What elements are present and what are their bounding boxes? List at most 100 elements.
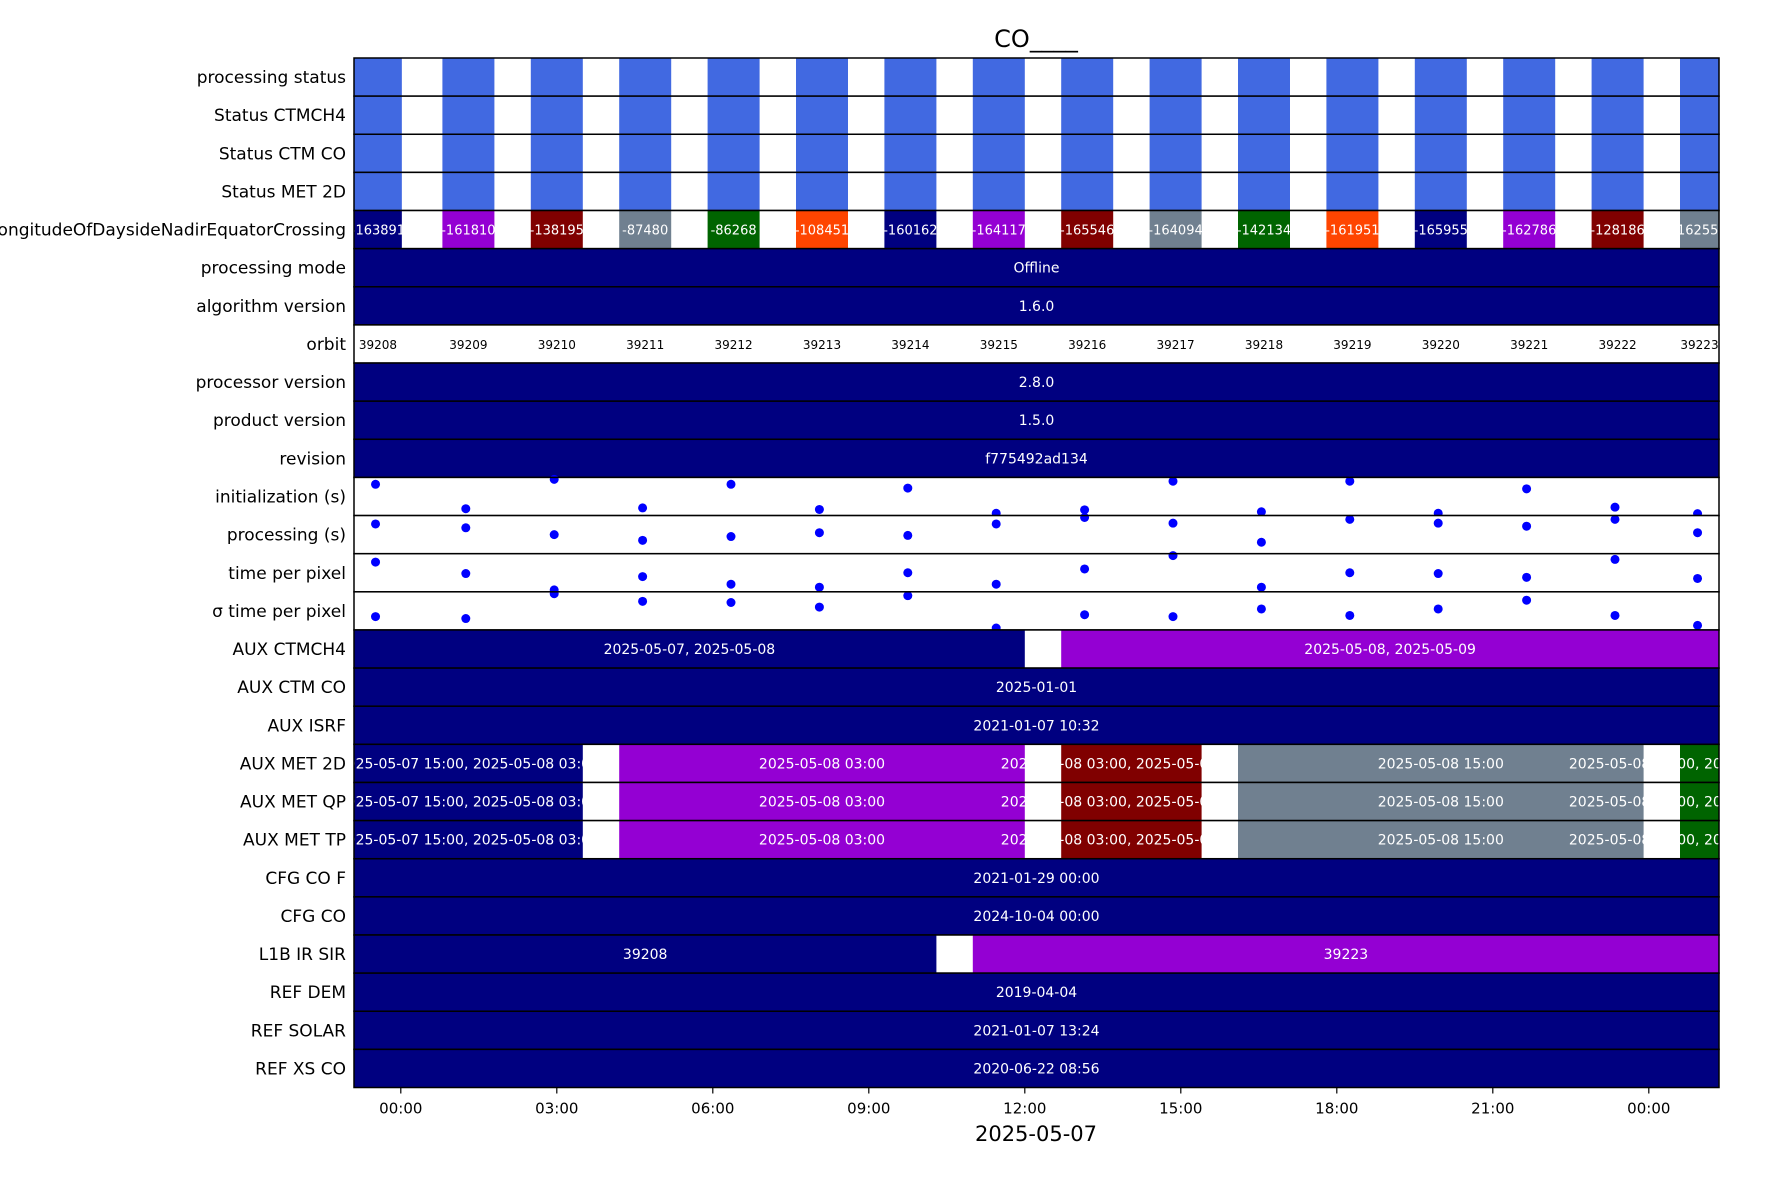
chart-title: CO____ — [994, 25, 1079, 53]
band-label: 1.6.0 — [1019, 299, 1055, 315]
scatter-point — [1693, 620, 1703, 630]
orbit-number: 39216 — [1068, 338, 1106, 352]
longitude-bar — [530, 210, 583, 249]
row-26: 2020-06-22 08:56 — [353, 1048, 1720, 1089]
row-label: AUX CTMCH4 — [232, 640, 346, 660]
scatter-point — [461, 504, 471, 514]
orbit-number: 39214 — [891, 338, 929, 352]
band-bar — [1238, 782, 1644, 821]
band-label: 2019-04-04 — [996, 985, 1077, 1001]
scatter-point — [1345, 568, 1355, 578]
longitude-value: -87480 — [622, 224, 668, 239]
band-label: 2025-05-08 15:00, 2025-05-09 03:00 — [1569, 833, 1771, 849]
scatter-point — [991, 519, 1001, 529]
status-bar — [796, 58, 848, 97]
x-tick-label: 00:00 — [379, 1100, 422, 1118]
longitude-value: -160162 — [883, 224, 937, 239]
orbit-number: 39210 — [538, 338, 576, 352]
status-bar — [796, 172, 848, 211]
row-border — [353, 1048, 1720, 1089]
scatter-point — [461, 569, 471, 579]
scatter-point — [638, 535, 648, 545]
row-label: orbit — [306, 335, 346, 355]
row-12 — [353, 512, 1720, 555]
row-label: L1B IR SIR — [259, 945, 346, 965]
status-bar — [972, 134, 1025, 173]
scatter-point — [1256, 507, 1266, 517]
status-bar — [884, 172, 937, 211]
row-background — [354, 477, 1719, 516]
longitude-bar — [619, 210, 672, 249]
row-content: f775492ad134 — [354, 439, 1719, 478]
row-label: REF DEM — [270, 983, 346, 1003]
status-bar — [1414, 172, 1467, 211]
band-bar — [354, 439, 1719, 478]
status-bar — [707, 96, 760, 135]
row-25: 2021-01-07 13:24 — [353, 1010, 1720, 1051]
scatter-point — [1345, 514, 1355, 524]
status-bar — [1149, 58, 1202, 97]
row-label: σ time per pixel — [212, 602, 346, 622]
row-label: time per pixel — [228, 564, 346, 584]
band-label: 39208 — [623, 947, 668, 963]
longitude-value: -162786 — [1502, 224, 1556, 239]
status-bar — [530, 172, 583, 211]
scatter-point — [814, 602, 824, 612]
band-label: 2025-05-08 03:00, 2025-05-08 15:00 — [1001, 795, 1262, 811]
scatter-point — [726, 479, 736, 489]
x-tick-label: 06:00 — [691, 1100, 734, 1118]
row-content: 1.6.0 — [354, 286, 1719, 325]
band-label: 2021-01-07 13:24 — [973, 1023, 1099, 1039]
band-bar — [1238, 744, 1644, 783]
status-bar — [972, 58, 1025, 97]
band-label: 2.8.0 — [1019, 375, 1055, 391]
scatter-point — [549, 530, 559, 540]
orbit-number: 39211 — [626, 338, 664, 352]
band-label: f775492ad134 — [985, 451, 1088, 467]
status-bar — [1680, 172, 1719, 211]
band-label: 2025-05-08 03:00 — [759, 833, 885, 849]
scatter-point — [371, 612, 381, 622]
row-content — [354, 134, 1719, 173]
x-tick-label: 15:00 — [1159, 1100, 1202, 1118]
scatter-point — [638, 572, 648, 582]
orbit-number: 39223 — [1680, 338, 1718, 352]
row-10: f775492ad134 — [353, 438, 1720, 479]
row-14 — [353, 589, 1720, 633]
band-bar — [354, 1011, 1719, 1050]
scatter-point — [1080, 505, 1090, 515]
status-bar — [796, 96, 848, 135]
status-bar — [442, 134, 495, 173]
row-label: CFG CO — [281, 907, 346, 927]
scatter-point — [991, 579, 1001, 589]
status-bar — [1149, 134, 1202, 173]
x-axis: 00:00 03:00 06:00 09:00 12:00 15:00 18:00 21:00… — [379, 1087, 1670, 1118]
status-bar — [972, 96, 1025, 135]
longitude-bar — [1061, 210, 1114, 249]
status-bar — [1591, 172, 1644, 211]
band-label: 39223 — [1324, 947, 1369, 963]
orbit-number: 39220 — [1422, 338, 1460, 352]
row-background — [354, 515, 1719, 554]
scatter-point — [1168, 476, 1178, 486]
status-bar — [1326, 58, 1379, 97]
row-content: 2025-05-07 15:00, 2025-05-08 03:00 2025-0… — [354, 744, 1719, 783]
row-9: 1.5.0 — [353, 400, 1720, 441]
orbit-number: 39208 — [359, 338, 397, 352]
scatter-point — [1522, 572, 1532, 582]
row-21: 2021-01-29 00:00 — [353, 857, 1720, 898]
row-7: 39208 39209 39210 39211 39212 39213 39214 39215… — [353, 324, 1720, 364]
scatter-point — [903, 530, 913, 540]
status-bar — [1061, 172, 1114, 211]
scatter-point — [371, 519, 381, 529]
scatter-point — [1256, 582, 1266, 592]
row-label: LongitudeOfDaysideNadirEquatorCrossing — [0, 221, 346, 241]
status-bar — [1680, 134, 1719, 173]
status-bar — [442, 58, 495, 97]
row-content: 2019-04-04 — [354, 973, 1719, 1012]
row-24: 2019-04-04 — [353, 972, 1720, 1012]
row-content: 39208 39223 — [354, 934, 1719, 974]
row-label: initialization (s) — [215, 487, 346, 507]
longitude-value: -128186 — [1590, 224, 1644, 239]
scatter-point — [1345, 476, 1355, 486]
